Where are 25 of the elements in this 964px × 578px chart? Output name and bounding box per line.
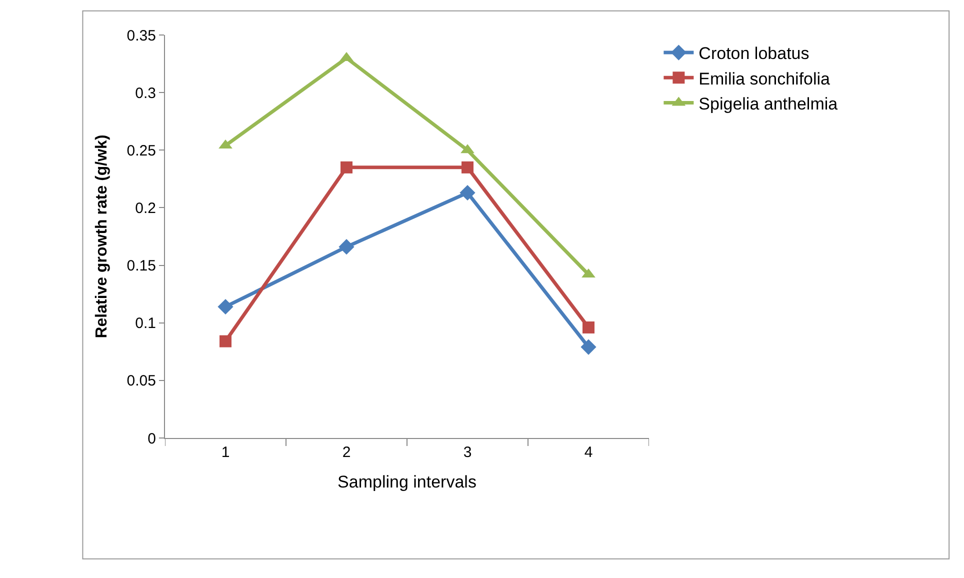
- y-tick-label: 0.25: [126, 142, 156, 160]
- x-tick-label: 1: [221, 444, 230, 461]
- legend-label: Spigelia anthelmia: [698, 94, 838, 114]
- point: [582, 321, 594, 334]
- y-tick-label: 0.15: [126, 258, 156, 275]
- point: [460, 184, 476, 201]
- y-tick-label: 0.05: [126, 372, 156, 390]
- legend-label: Croton lobatus: [698, 44, 810, 64]
- point: [338, 239, 354, 255]
- y-tick-label: 0.1: [135, 315, 156, 332]
- y-tick-label: 0.3: [135, 84, 156, 102]
- x-tick-label: 3: [463, 444, 472, 461]
- x-tick-label: 4: [584, 444, 593, 461]
- point: [462, 161, 474, 174]
- point: [580, 339, 596, 355]
- y-tick-label: 0.35: [126, 27, 156, 44]
- point: [218, 298, 234, 315]
- point: [340, 161, 352, 174]
- y-axis-title: Relative growth rate (g/wk): [94, 134, 111, 338]
- point: [220, 335, 232, 348]
- legend-label: Emilia sonchifolia: [698, 69, 831, 88]
- y-tick-label: 0.2: [135, 200, 156, 217]
- x-tick-label: 2: [342, 444, 351, 461]
- y-tick-label: 0: [148, 430, 156, 448]
- x-axis-title: Sampling intervals: [338, 472, 476, 492]
